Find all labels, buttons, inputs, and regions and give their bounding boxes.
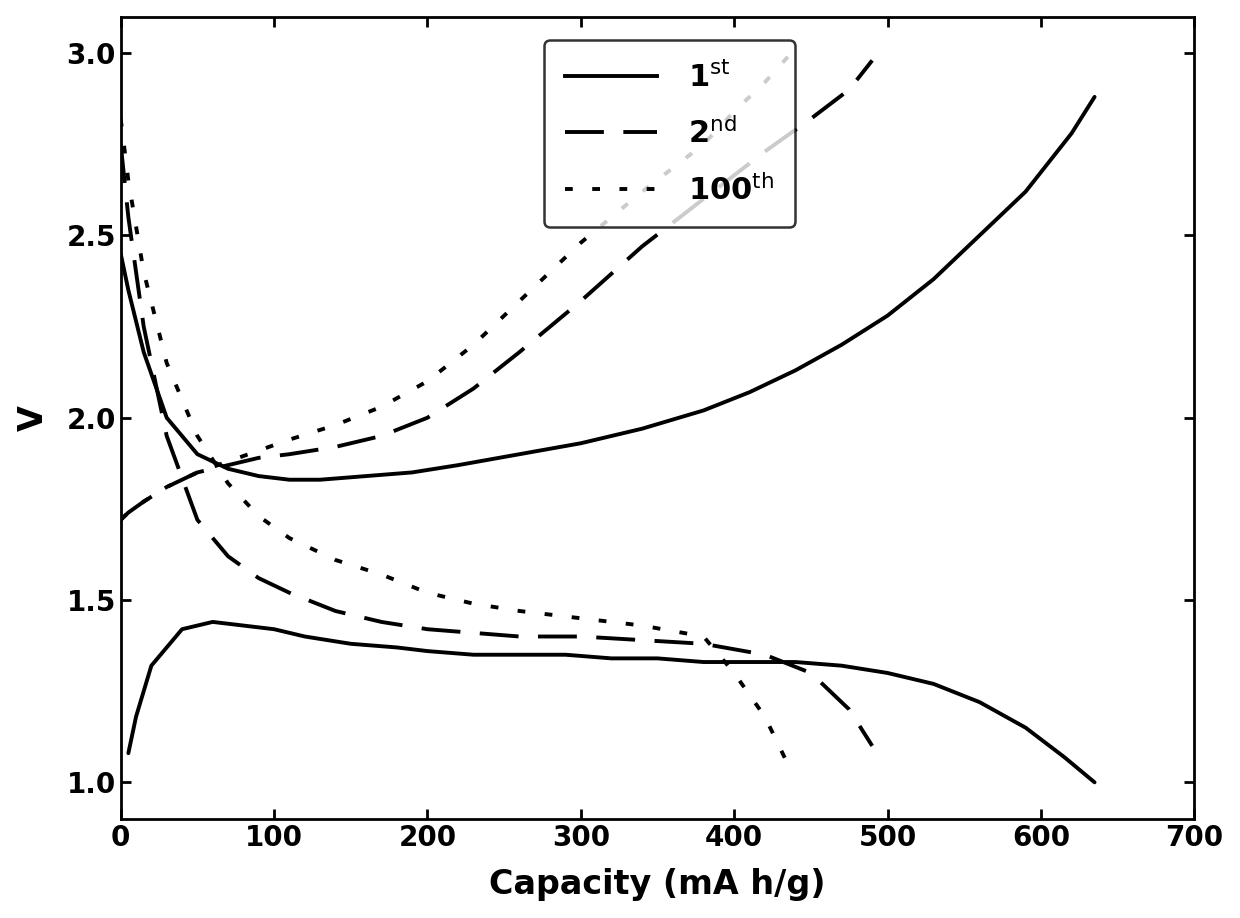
X-axis label: Capacity (mA h/g): Capacity (mA h/g) (490, 868, 826, 901)
Y-axis label: V: V (16, 405, 50, 431)
Legend: 1$^\mathrm{st}$, 2$^\mathrm{nd}$, 100$^\mathrm{th}$: 1$^\mathrm{st}$, 2$^\mathrm{nd}$, 100$^\… (544, 40, 795, 227)
